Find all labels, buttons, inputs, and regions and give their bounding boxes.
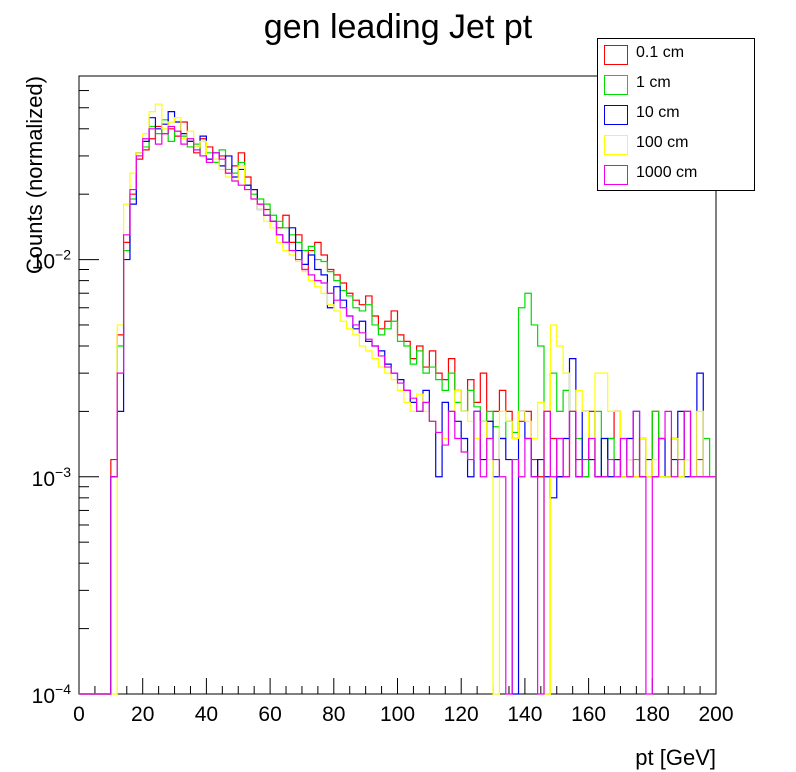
series-line-3 xyxy=(79,103,716,695)
y-axis-label: Counts (normalized) xyxy=(22,76,47,274)
x-tick-label: 200 xyxy=(698,703,733,726)
y-tick-labels: 10−4 10−3 10−2 xyxy=(32,247,72,708)
legend-item: 10 cm xyxy=(598,101,754,131)
x-tick-label: 60 xyxy=(258,703,281,726)
legend-swatch xyxy=(604,135,628,155)
legend-label: 1000 cm xyxy=(636,164,698,181)
x-tick-label: 0 xyxy=(73,703,85,726)
legend-label: 10 cm xyxy=(636,104,680,121)
legend-swatch xyxy=(604,45,628,65)
legend-swatch xyxy=(604,165,628,185)
y-tick-label: 10−3 xyxy=(32,464,72,491)
x-axis-label: pt [GeV] xyxy=(635,745,716,770)
legend-item: 1 cm xyxy=(598,71,754,101)
series-line-2 xyxy=(79,110,716,695)
legend-item: 100 cm xyxy=(598,131,754,161)
x-tick-label: 100 xyxy=(380,703,415,726)
series-line-4 xyxy=(79,125,716,695)
series-line-1 xyxy=(79,119,716,695)
legend-label: 1 cm xyxy=(636,74,671,91)
legend: 0.1 cm 1 cm 10 cm 100 cm 1000 cm xyxy=(597,38,755,191)
x-tick-label: 80 xyxy=(322,703,345,726)
legend-swatch xyxy=(604,75,628,95)
series-line-0 xyxy=(79,121,716,695)
x-tick-label: 40 xyxy=(195,703,218,726)
x-tick-label: 180 xyxy=(635,703,670,726)
x-tick-label: 160 xyxy=(571,703,606,726)
legend-label: 0.1 cm xyxy=(636,44,685,61)
series-layer xyxy=(79,103,716,695)
chart-title: gen leading Jet pt xyxy=(264,8,533,46)
legend-label: 100 cm xyxy=(636,134,689,151)
y-tick-label: 10−2 xyxy=(32,247,72,274)
axis-ticks xyxy=(78,75,717,695)
x-tick-label: 20 xyxy=(131,703,154,726)
legend-item: 0.1 cm xyxy=(598,41,754,71)
x-tick-label: 140 xyxy=(507,703,542,726)
x-tick-label: 120 xyxy=(444,703,479,726)
legend-swatch xyxy=(604,105,628,125)
y-tick-label: 10−4 xyxy=(32,681,72,708)
legend-item: 1000 cm xyxy=(598,161,754,191)
x-tick-labels: 0 20 40 60 80 100 120 140 160 180 200 xyxy=(73,703,733,726)
